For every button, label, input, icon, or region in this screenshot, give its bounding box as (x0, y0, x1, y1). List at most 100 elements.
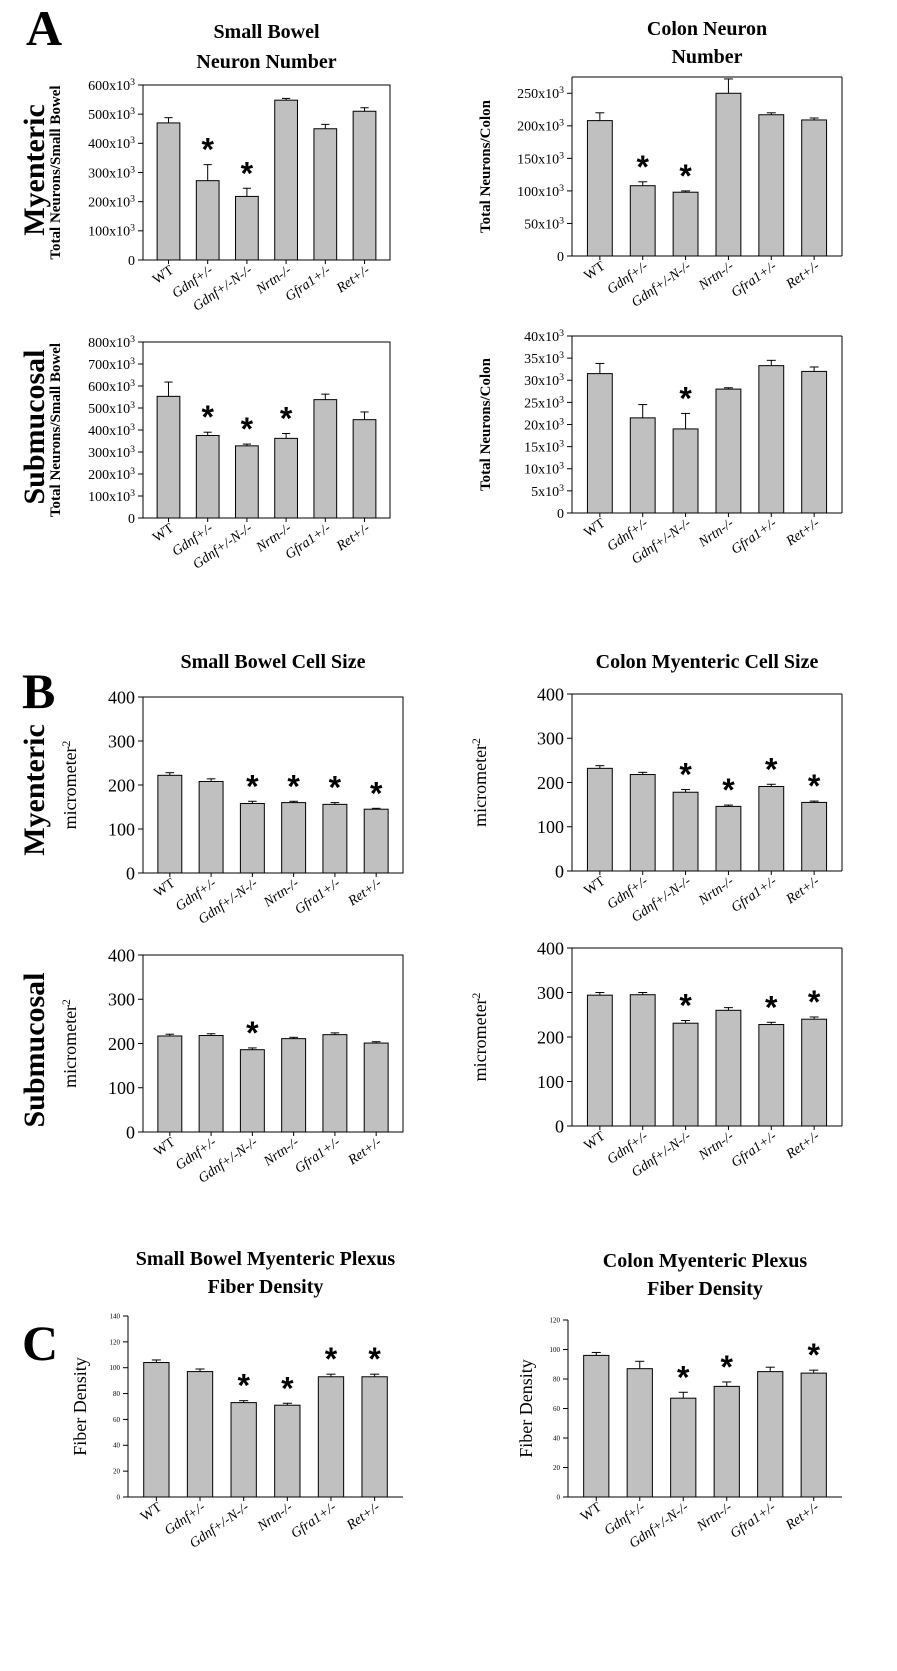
bar-Ret+/- (801, 1018, 828, 1127)
y-tick-label: 15x103 (524, 438, 564, 456)
y-tick-label: 200 (108, 1034, 135, 1054)
bar-Gfra1+/- (317, 1376, 345, 1498)
x-tick-label: Gfra1+/- (729, 516, 780, 558)
chart-C-sb: Small Bowel Myenteric Plexus Fiber Densit… (70, 1248, 403, 1552)
y-tick-label: 400 (537, 684, 564, 704)
chart-C-co: Colon Myenteric Plexus Fiber Density 0 20 40… (516, 1250, 842, 1552)
chart-title: Number (671, 46, 742, 68)
bar-Gdnf+/- (195, 180, 220, 261)
y-tick-label: 20 (553, 1464, 561, 1472)
bar-Nrtn-/- (281, 1038, 307, 1133)
y-tick-label: 40x103 (524, 327, 564, 345)
bar-Ret+/- (363, 1042, 389, 1133)
x-tick-label: WT (150, 263, 177, 288)
y-tick-label: 80 (553, 1375, 561, 1383)
y-tick-label: 800x103 (88, 333, 135, 351)
significance-asterisk: * (241, 155, 254, 191)
bar-Gfra1+/- (758, 114, 785, 257)
x-tick-label: Ret+/- (345, 1135, 385, 1169)
y-axis-label: Total Neurons/Small Bowel (48, 343, 64, 517)
significance-asterisk: * (765, 751, 778, 787)
bar-WT (156, 395, 181, 519)
x-tick-label: WT (582, 516, 609, 541)
y-tick-label: 100 (537, 1072, 564, 1092)
significance-asterisk: * (679, 158, 692, 194)
y-tick-label: 40 (553, 1434, 561, 1442)
chart-title: Neuron Number (196, 51, 336, 73)
row-label-submucosal-a: Submucosal (18, 349, 51, 504)
y-tick-label: 300x103 (88, 164, 135, 182)
significance-asterisk: * (246, 768, 259, 804)
bar-Gdnf+/- (198, 1035, 224, 1133)
bar-Gdnf+/- (629, 417, 656, 514)
x-tick-label: Ret+/- (343, 1500, 383, 1534)
bar-Ret+/- (801, 370, 828, 514)
x-tick-label: Gfra1+/- (728, 1500, 779, 1542)
bar-Nrtn-/- (274, 437, 298, 519)
significance-asterisk: * (201, 132, 214, 168)
chart-A-co-my: Colon Neuron Number 0 50x103 100x103 150x103 2… (478, 18, 843, 311)
x-tick-label: WT (138, 1500, 165, 1525)
x-tick-label: Ret+/- (783, 259, 823, 293)
bar-Gdnf+/-N-/- (672, 428, 699, 514)
panel-letters: A B C (22, 0, 62, 1371)
bar-Nrtn-/- (274, 99, 298, 261)
bar-WT (157, 1035, 183, 1133)
y-tick-label: 200 (537, 773, 564, 793)
y-tick-label: 0 (117, 1493, 121, 1501)
y-tick-label: 0 (126, 863, 135, 883)
y-tick-label: 0 (128, 254, 135, 269)
chart-title: Colon Myenteric Plexus (603, 1250, 808, 1272)
bar-Gfra1+/- (758, 1024, 785, 1127)
y-tick-label: 60 (113, 1416, 121, 1424)
bar-Gdnf+/- (629, 994, 656, 1127)
y-tick-label: 100 (108, 819, 135, 839)
y-tick-label: 400 (108, 687, 135, 707)
bar-Gdnf+/-N-/- (670, 1397, 697, 1498)
y-tick-label: 400x103 (88, 135, 135, 153)
x-tick-label: Ret+/- (333, 521, 373, 555)
y-axis-label: Total Neurons/Small Bowel (48, 85, 64, 259)
bar-Gdnf+/- (195, 435, 220, 519)
y-tick-label: 500x103 (88, 399, 135, 417)
significance-asterisk: * (765, 989, 778, 1025)
y-axis-label: micrometer2 (60, 999, 81, 1088)
bar-Nrtn-/- (274, 1404, 301, 1498)
significance-asterisk: * (329, 770, 342, 806)
significance-asterisk: * (808, 1337, 821, 1373)
x-tick-label: Gfra1+/- (729, 874, 780, 916)
y-tick-label: 0 (557, 250, 564, 265)
x-tick-label: WT (582, 259, 609, 284)
x-tick-label: Ret+/- (783, 874, 823, 908)
y-tick-label: 600x103 (88, 377, 135, 395)
bar-Nrtn-/- (715, 388, 742, 514)
bar-Gdnf+/-N-/- (235, 195, 259, 261)
bar-Ret+/- (352, 419, 377, 519)
significance-asterisk: * (281, 1370, 294, 1406)
significance-asterisk: * (722, 772, 735, 808)
y-tick-label: 400 (108, 945, 135, 965)
x-tick-label: WT (150, 521, 177, 546)
y-tick-label: 35x103 (524, 350, 564, 368)
y-tick-label: 20x103 (524, 416, 564, 434)
bar-Gdnf+/-N-/- (672, 791, 699, 872)
x-tick-label: Gfra1+/- (283, 521, 334, 563)
y-tick-label: 5x103 (531, 482, 564, 500)
significance-asterisk: * (241, 411, 254, 447)
bar-Ret+/- (361, 1376, 388, 1498)
y-tick-label: 300 (108, 731, 135, 751)
bar-Gfra1+/- (322, 803, 348, 874)
bar-Gdnf+/-N-/- (672, 191, 699, 257)
y-tick-label: 300 (108, 990, 135, 1010)
y-tick-label: 200 (108, 775, 135, 795)
row-label-submucosal-b: Submucosal (18, 972, 51, 1127)
significance-asterisk: * (287, 768, 300, 804)
bar-WT (583, 1354, 610, 1498)
y-tick-label: 200x103 (88, 193, 135, 211)
bar-Ret+/- (363, 808, 389, 874)
y-tick-label: 100x103 (88, 222, 135, 240)
panel-letter-b: B (22, 663, 55, 719)
y-axis-label: micrometer2 (60, 740, 81, 829)
bar-Gdnf+/- (629, 185, 656, 257)
